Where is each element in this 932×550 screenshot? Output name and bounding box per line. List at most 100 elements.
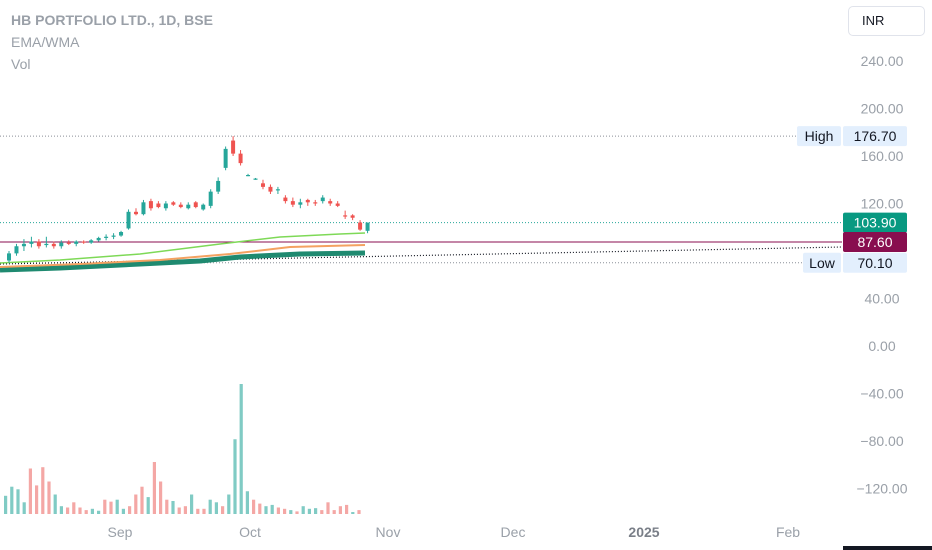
candle-body <box>313 202 318 204</box>
candle-body <box>253 178 258 180</box>
volume-bar <box>121 508 125 514</box>
candle-body <box>96 237 101 241</box>
candle-body <box>223 148 228 168</box>
y-tick-label: −120.00 <box>857 481 908 497</box>
volume-bar <box>90 508 94 514</box>
candle-body <box>126 211 131 229</box>
volume-bar <box>239 384 243 514</box>
candle-body <box>59 242 64 247</box>
volume-bar <box>196 508 200 514</box>
low-value: 70.10 <box>857 255 892 271</box>
candle-body <box>358 222 363 230</box>
volume-bar <box>72 502 76 514</box>
volume-bar <box>183 506 187 514</box>
volume-bar <box>66 507 70 514</box>
volume-bar <box>270 504 274 514</box>
price-axis: 240.00 200.00 160.00 120.00 40.00 0.00 −40.00 −… <box>857 53 908 497</box>
candle-body <box>216 180 221 192</box>
volume-bar <box>35 485 39 514</box>
volume-bar <box>289 510 293 514</box>
volume-bar <box>146 497 150 514</box>
volume-bar <box>338 506 342 514</box>
candle-body <box>231 140 236 154</box>
candle-body <box>208 191 213 206</box>
candle-body <box>283 197 288 202</box>
y-tick-label: −40.00 <box>860 386 903 402</box>
volume-bar <box>115 499 119 514</box>
candle-body <box>133 211 138 215</box>
volume-bar <box>295 511 299 514</box>
x-tick-label: Nov <box>376 524 401 540</box>
volume-bar <box>326 502 330 514</box>
volume-bar <box>177 507 181 514</box>
wma-line <box>0 250 366 273</box>
candle-body <box>89 240 94 243</box>
x-tick-label: Sep <box>108 524 133 540</box>
volume-bar <box>202 508 206 514</box>
candle-body <box>171 202 176 205</box>
volume-bar <box>159 481 163 514</box>
volume-bar <box>59 506 63 514</box>
volume-bar <box>351 512 355 514</box>
candle-body <box>343 215 348 217</box>
candlestick-series <box>7 136 370 263</box>
low-tag-bg <box>803 252 841 273</box>
volume-bar <box>103 499 107 514</box>
y-tick-label: 200.00 <box>861 101 904 117</box>
x-tick-label: Feb <box>776 524 800 540</box>
volume-bar <box>84 510 88 514</box>
candle-body <box>36 241 41 247</box>
x-tick-label: Dec <box>501 524 526 540</box>
volume-bar <box>264 506 268 514</box>
volume-bar <box>165 499 169 514</box>
axis-corner-marker <box>843 546 932 550</box>
volume-bar <box>307 508 311 514</box>
x-tick-label: Oct <box>239 524 261 540</box>
y-tick-label: 0.00 <box>868 338 895 354</box>
price-lines <box>0 135 843 265</box>
candle-body <box>328 201 333 204</box>
candle-body <box>148 201 153 209</box>
candle-body <box>104 236 109 238</box>
high-tag-bg <box>797 126 841 147</box>
candle-body <box>111 235 116 237</box>
candle-body <box>44 243 49 246</box>
volume-bar <box>245 491 249 514</box>
volume-bar <box>41 467 45 514</box>
volume-bar <box>134 494 138 514</box>
candle-body <box>260 183 265 187</box>
volume-bar <box>4 495 8 514</box>
volume-bar <box>128 506 132 514</box>
moving-average-lines <box>0 232 366 273</box>
volume-bar <box>357 510 361 514</box>
indicator-label[interactable]: EMA/WMA <box>11 34 80 50</box>
candle-body <box>246 175 251 177</box>
reference-price-badge: 87.60 <box>857 234 892 250</box>
volume-bar <box>214 502 218 514</box>
candle-body <box>21 243 26 247</box>
candle-body <box>81 241 86 243</box>
candle-body <box>268 186 273 192</box>
candle-body <box>275 189 280 191</box>
currency-button[interactable]: INR <box>848 6 925 36</box>
volume-bar <box>28 468 32 514</box>
volume-bar <box>109 501 113 514</box>
high-value: 176.70 <box>854 128 897 144</box>
candle-body <box>238 153 243 164</box>
y-tick-label: 240.00 <box>861 53 904 69</box>
candle-body <box>193 202 198 208</box>
volume-bar <box>22 502 26 514</box>
volume-bar <box>47 481 51 514</box>
y-tick-label: 40.00 <box>864 291 899 307</box>
candle-body <box>51 243 56 247</box>
low-tag: Low <box>809 255 836 271</box>
symbol-title[interactable]: HB PORTFOLIO LTD., 1D, BSE <box>11 12 213 28</box>
y-tick-label: 120.00 <box>861 196 904 212</box>
volume-bar <box>233 439 237 514</box>
volume-bar <box>190 494 194 514</box>
volume-bar <box>16 489 20 514</box>
volume-label[interactable]: Vol <box>11 56 31 72</box>
candle-body <box>29 241 34 244</box>
y-tick-label: 160.00 <box>861 148 904 164</box>
